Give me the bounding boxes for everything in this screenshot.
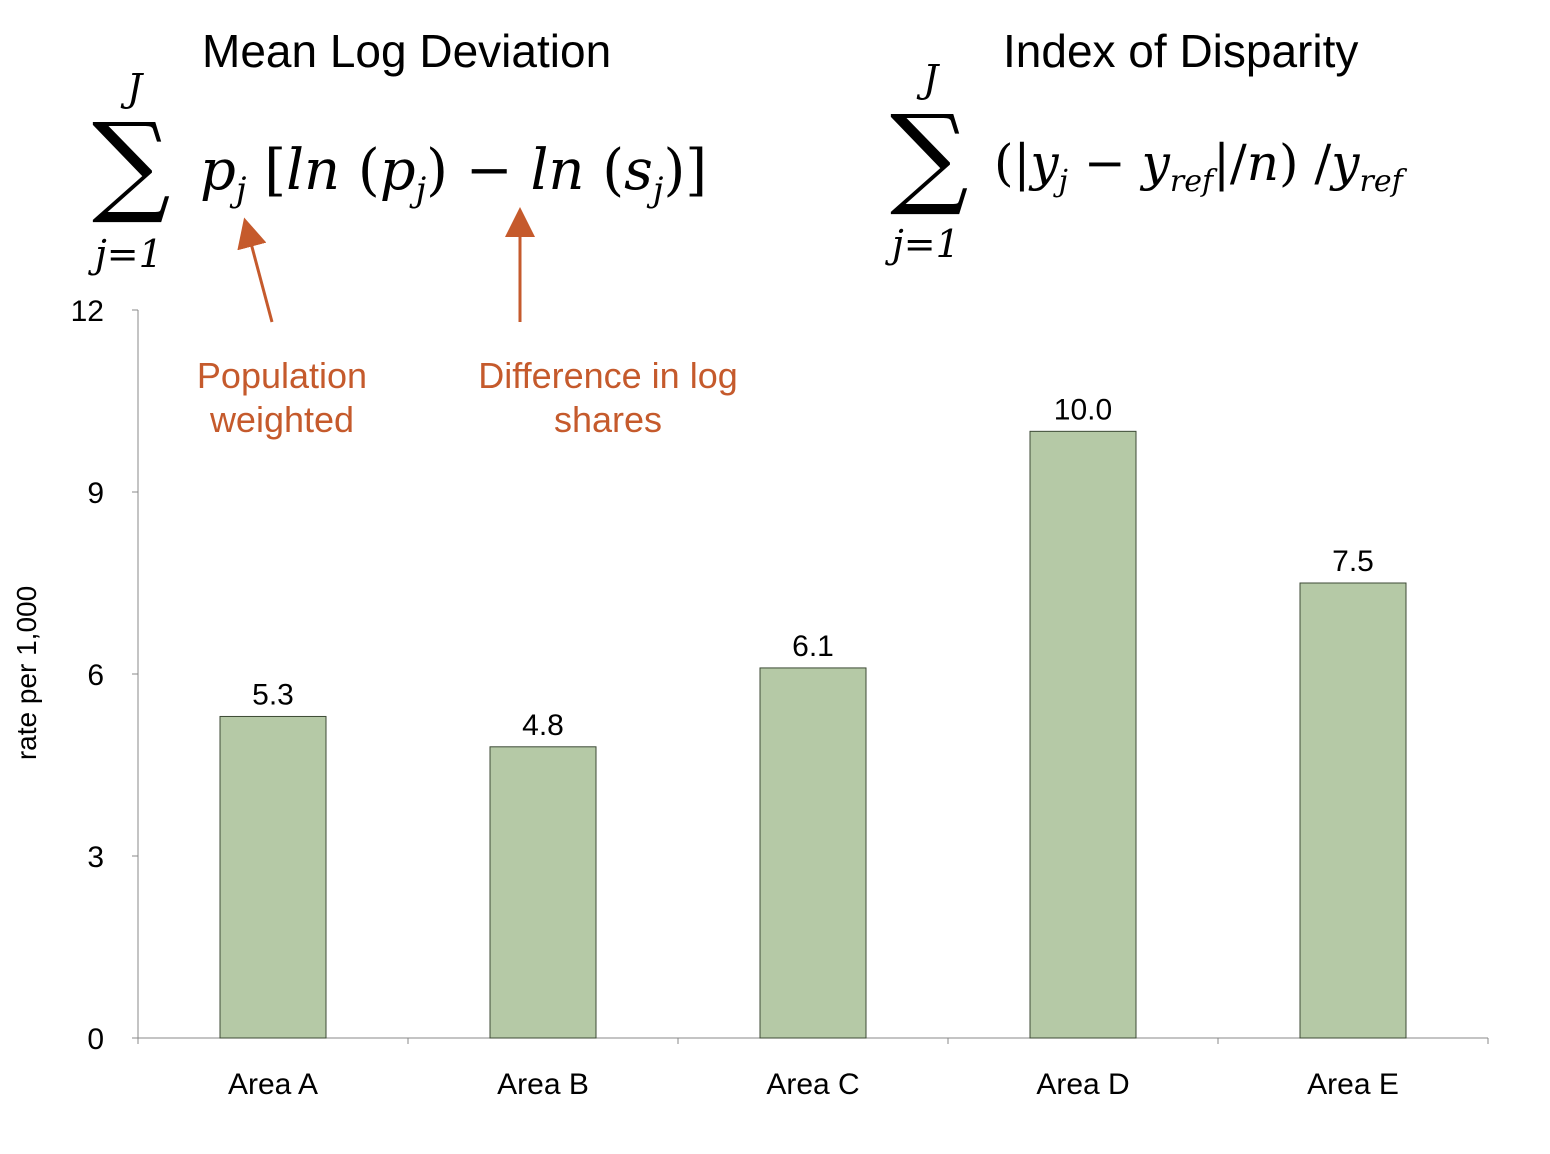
iod-lower-limit: j=1	[892, 222, 960, 266]
iod-expression: (|yj − yref|/n) /yref	[994, 134, 1403, 199]
iod-title: Index of Disparity	[1003, 25, 1359, 77]
annotation-population-line1: Population	[196, 355, 368, 396]
arrow-population	[237, 217, 274, 323]
y-tick-label: 3	[87, 841, 104, 874]
x-tick-label: Area C	[766, 1068, 859, 1101]
annotation-difference-line2: shares	[553, 399, 663, 440]
mld-lower-limit: j=1	[95, 232, 163, 276]
data-label: 6.1	[792, 630, 834, 663]
bar-area-c	[759, 667, 867, 1039]
annotation-difference-log-shares: Difference in log shares	[460, 354, 756, 442]
y-tick-label: 9	[87, 477, 104, 510]
x-tick-label: Area D	[1036, 1068, 1129, 1101]
y-tick-label: 0	[87, 1023, 104, 1056]
mld-expression: pj [ln (pj) − ln (sj)]	[200, 138, 708, 211]
annotation-population-line2: weighted	[209, 399, 355, 440]
iod-sigma: ∑	[890, 91, 969, 219]
bar-area-e	[1299, 582, 1407, 1039]
data-label: 7.5	[1332, 545, 1374, 578]
mld-title: Mean Log Deviation	[202, 25, 612, 77]
bar-area-a	[219, 715, 327, 1039]
bar-area-d	[1029, 430, 1137, 1039]
x-tick-label: Area E	[1307, 1068, 1399, 1101]
mld-upper-limit: J	[127, 66, 143, 110]
x-tick-label: Area A	[228, 1068, 318, 1101]
data-label: 5.3	[252, 678, 294, 711]
annotation-population-weighted: Population weighted	[170, 354, 394, 442]
y-tick-label: 6	[87, 659, 104, 692]
annotation-difference-line1: Difference in log	[478, 355, 738, 396]
x-tick-label: Area B	[497, 1068, 589, 1101]
data-label: 10.0	[1054, 393, 1112, 426]
y-axis-label: rate per 1,000	[11, 586, 42, 760]
data-label: 4.8	[522, 709, 564, 742]
bar-area-b	[489, 746, 597, 1039]
iod-upper-limit: J	[923, 57, 939, 101]
y-tick-label: 12	[71, 295, 104, 328]
mld-sigma: ∑	[92, 99, 171, 227]
